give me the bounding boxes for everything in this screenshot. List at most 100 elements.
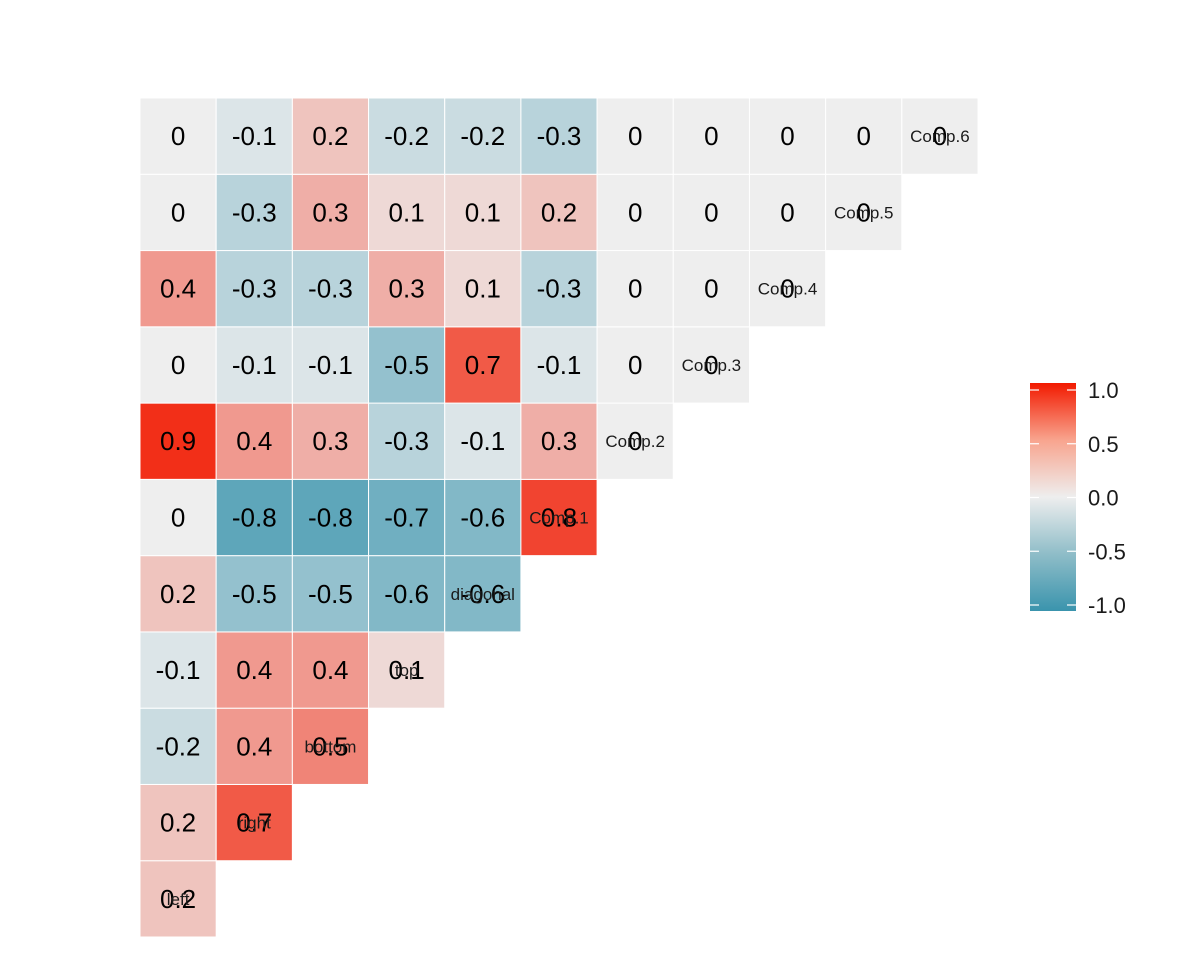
cell-value-label: -0.3 bbox=[308, 274, 353, 304]
legend-ticks: 1.0 0.5 0.0 -0.5 -1.0 bbox=[1030, 378, 1126, 618]
cell-value-label: -0.1 bbox=[232, 350, 277, 380]
heatmap-cell bbox=[901, 97, 979, 175]
cell-value-label: 0 bbox=[856, 121, 870, 151]
heatmap-cell bbox=[215, 631, 293, 709]
cell-value-label: -0.1 bbox=[232, 121, 277, 151]
heatmap-cell bbox=[520, 402, 598, 480]
variable-label: right bbox=[238, 814, 271, 833]
heatmap-cell bbox=[139, 97, 217, 175]
variable-label: Comp.6 bbox=[910, 127, 970, 146]
heatmap-cell bbox=[444, 250, 522, 328]
cell-value-label: 0 bbox=[171, 197, 185, 227]
heatmap-cell bbox=[672, 326, 750, 404]
heatmap-cell bbox=[520, 478, 598, 557]
variable-labels: lengthleftrightbottomtopdiagonalComp.1Co… bbox=[167, 127, 970, 909]
color-legend: 1.0 0.5 0.0 -0.5 -1.0 bbox=[1030, 378, 1126, 618]
cell-value-label: -0.3 bbox=[384, 426, 429, 456]
heatmap-cell bbox=[215, 173, 293, 252]
heatmap-cell bbox=[291, 631, 370, 709]
variable-label: top bbox=[395, 661, 419, 680]
cell-value-label: -0.2 bbox=[460, 121, 505, 151]
heatmap-cell bbox=[368, 97, 446, 175]
cell-value-label: -0.3 bbox=[537, 274, 582, 304]
legend-tick-label: 0.0 bbox=[1088, 486, 1119, 511]
heatmap-cell bbox=[825, 97, 903, 175]
heatmap-cell bbox=[520, 326, 598, 404]
heatmap-cells: 0.2 0.2 0.7 -0.2 0.4 0.5 -0.1 0.4 0.4 0.1 0.2 -0.5 -… bbox=[139, 97, 979, 938]
cell-value-label: 0.1 bbox=[465, 274, 501, 304]
heatmap-cell bbox=[596, 97, 674, 175]
cell-value-label: -0.3 bbox=[232, 274, 277, 304]
cell-value-label: 0 bbox=[704, 274, 718, 304]
heatmap-cell bbox=[444, 478, 522, 557]
legend-tick-label: 0.5 bbox=[1088, 432, 1119, 457]
variable-label: Comp.3 bbox=[682, 356, 742, 375]
heatmap-cell bbox=[368, 402, 446, 480]
heatmap-cell bbox=[215, 326, 293, 404]
heatmap-cell bbox=[596, 402, 674, 480]
cell-value-label: -0.6 bbox=[460, 503, 505, 533]
variable-label: Comp.4 bbox=[758, 280, 818, 299]
cell-value-label: -0.6 bbox=[460, 579, 505, 609]
cell-value-label: 0 bbox=[628, 121, 642, 151]
cell-value-label: 0 bbox=[628, 350, 642, 380]
heatmap-cell bbox=[368, 478, 446, 557]
cell-value-label: 0 bbox=[628, 426, 642, 456]
heatmap-cell bbox=[139, 707, 217, 785]
cell-value-label: 0.1 bbox=[389, 655, 425, 685]
cell-value-label: 0.2 bbox=[312, 121, 348, 151]
cell-value-label: 0.7 bbox=[465, 350, 501, 380]
cell-value-label: 0.4 bbox=[312, 655, 348, 685]
cell-value-label: 0.2 bbox=[160, 884, 196, 914]
cell-value-label: 0 bbox=[704, 121, 718, 151]
heatmap-cell bbox=[368, 173, 446, 252]
cell-value-label: -0.5 bbox=[308, 579, 353, 609]
heatmap-cell bbox=[748, 250, 827, 328]
heatmap-cell bbox=[291, 250, 370, 328]
cell-value-label: 0 bbox=[933, 121, 947, 151]
heatmap-cell bbox=[368, 631, 446, 709]
heatmap-cell bbox=[520, 173, 598, 252]
variable-label: Comp.5 bbox=[834, 203, 894, 222]
cell-value-label: 0.3 bbox=[541, 426, 577, 456]
heatmap-cell bbox=[672, 173, 750, 252]
cell-value-label: 0.2 bbox=[160, 579, 196, 609]
cell-value-label: 0.2 bbox=[541, 197, 577, 227]
cell-value-label: 0 bbox=[171, 503, 185, 533]
heatmap-cell bbox=[139, 326, 217, 404]
cell-value-label: 0 bbox=[856, 197, 870, 227]
legend-tick-label: -1.0 bbox=[1088, 593, 1126, 618]
cell-value-label: 0.7 bbox=[236, 808, 272, 838]
heatmap-cell bbox=[444, 555, 522, 633]
cell-value-label: 0.3 bbox=[389, 274, 425, 304]
cell-value-label: -0.8 bbox=[232, 503, 277, 533]
heatmap-cell bbox=[291, 707, 370, 785]
heatmap-cell bbox=[368, 250, 446, 328]
heatmap-cell bbox=[215, 707, 293, 785]
heatmap-cell bbox=[139, 860, 217, 938]
heatmap-cell bbox=[444, 173, 522, 252]
cell-value-label: -0.1 bbox=[308, 350, 353, 380]
legend-tick-label: 1.0 bbox=[1088, 378, 1119, 403]
cell-value-label: 0.9 bbox=[160, 426, 196, 456]
cell-value-label: 0.5 bbox=[312, 731, 348, 761]
heatmap-cell bbox=[215, 97, 293, 175]
cell-value-label: 0.1 bbox=[465, 197, 501, 227]
cell-value-label: 0.1 bbox=[389, 197, 425, 227]
cell-value-label: 0.4 bbox=[236, 655, 272, 685]
heatmap-cell bbox=[444, 97, 522, 175]
cell-value-label: 0 bbox=[628, 274, 642, 304]
cell-value-label: 0 bbox=[780, 274, 794, 304]
cell-value-label: 0.4 bbox=[236, 731, 272, 761]
variable-label: Comp.1 bbox=[529, 509, 589, 528]
cell-value-label: 0 bbox=[704, 197, 718, 227]
cell-value-label: -0.5 bbox=[232, 579, 277, 609]
cell-value-label: 0 bbox=[704, 350, 718, 380]
cell-value-label: 0 bbox=[171, 350, 185, 380]
cell-value-label: -0.2 bbox=[384, 121, 429, 151]
cell-value-label: 0 bbox=[171, 121, 185, 151]
legend-tick-label: -0.5 bbox=[1088, 539, 1126, 564]
heatmap-cell bbox=[520, 97, 598, 175]
